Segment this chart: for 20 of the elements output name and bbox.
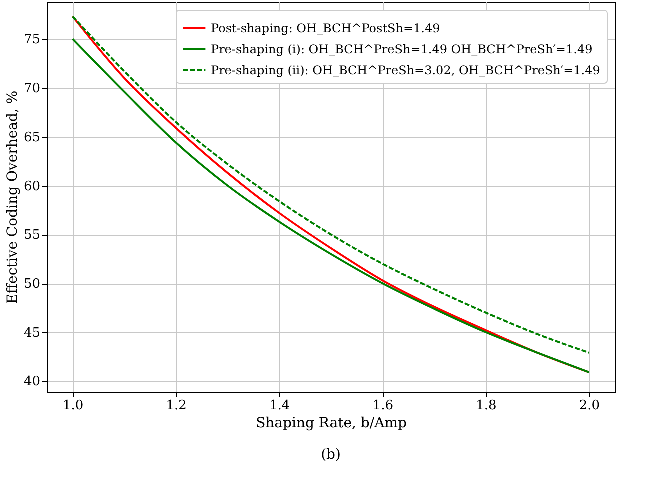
- legend-label: Post-shaping: OH_BCH^PostSh=1.49: [211, 22, 440, 36]
- y-tick-label: 55: [24, 228, 40, 244]
- x-tick-label: 1.4: [270, 398, 290, 414]
- legend-label: Pre-shaping (ii): OH_BCH^PreSh=3.02, OH_BCH^PreSh′=1.49: [211, 64, 600, 78]
- y-tick-label: 65: [24, 130, 40, 146]
- y-tick-label: 45: [24, 326, 40, 341]
- x-tick-label: 1.6: [372, 398, 394, 414]
- x-tick-label: 1.8: [476, 398, 497, 414]
- y-tick-label: 75: [24, 32, 40, 48]
- y-tick-label: 50: [24, 277, 40, 292]
- x-tick-label: 2.0: [579, 398, 600, 414]
- x-axis-title: Shaping Rate, b/Amp: [256, 416, 407, 432]
- legend-label: Pre-shaping (i): OH_BCH^PreSh=1.49 OH_BCH^PreSh′=1.49: [211, 42, 593, 56]
- y-tick-label: 70: [24, 82, 40, 97]
- y-tick-label: 60: [24, 179, 40, 194]
- y-tick-label: 40: [24, 374, 40, 390]
- text: (b): [321, 447, 341, 463]
- y-axis-title: Effective Coding Overhead, %: [4, 90, 21, 304]
- x-tick-label: 1.2: [166, 398, 187, 414]
- x-tick-label: 1.0: [62, 398, 84, 414]
